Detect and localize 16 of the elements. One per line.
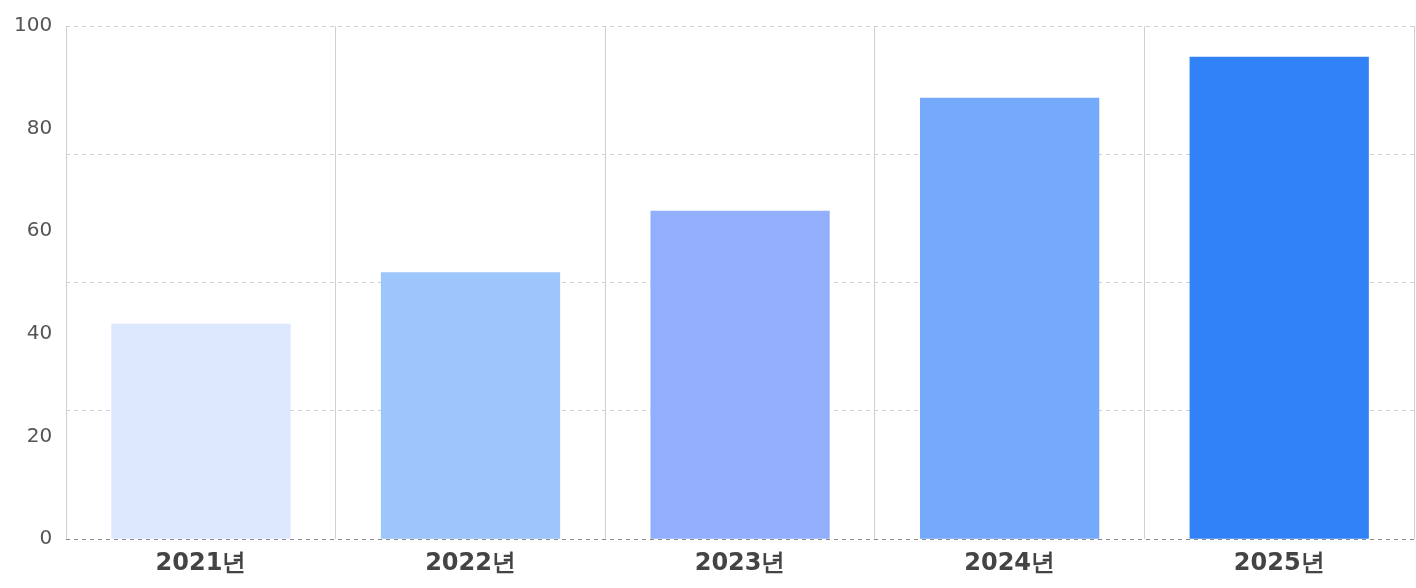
y-tick-label: 60 <box>26 217 53 242</box>
x-tick-label: 2021년 <box>155 547 247 576</box>
bar <box>920 97 1100 539</box>
y-tick-label: 20 <box>26 422 53 447</box>
bar <box>380 272 561 539</box>
x-tick-label: 2022년 <box>425 547 516 576</box>
y-tick-label: 80 <box>26 114 53 139</box>
y-tick-label: 100 <box>13 12 53 37</box>
x-tick-label: 2024년 <box>964 547 1056 576</box>
y-tick-label: 40 <box>26 320 53 345</box>
x-tick-label: 2023년 <box>694 547 786 576</box>
bar <box>650 210 830 539</box>
y-tick-label: 0 <box>39 525 53 550</box>
bar <box>111 323 291 539</box>
bar <box>1189 56 1369 539</box>
x-tick-label: 2025년 <box>1233 547 1325 576</box>
